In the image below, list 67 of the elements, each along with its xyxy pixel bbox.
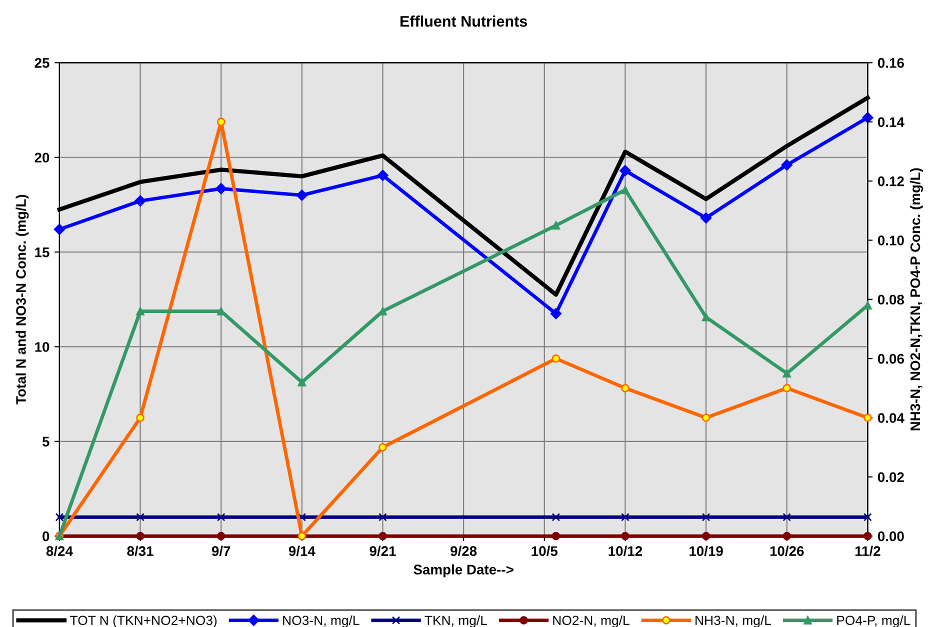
point [782, 384, 792, 392]
x-tick-label: 9/21 [370, 546, 396, 556]
point [552, 512, 560, 522]
point [55, 512, 64, 522]
point [378, 443, 387, 452]
x-tick-label: 9/28 [450, 546, 477, 556]
y2-tick-label: 0.00 [878, 531, 904, 542]
y2-tick-label: 0.08 [878, 294, 904, 305]
y2-tick-label: 0.06 [878, 354, 904, 364]
point [216, 532, 226, 540]
point [782, 369, 792, 378]
point [621, 186, 630, 194]
point [136, 532, 144, 540]
point [552, 532, 560, 540]
point [864, 512, 872, 522]
point [216, 118, 226, 126]
point [216, 512, 226, 522]
chart-title: Effluent Nutrients [400, 16, 528, 27]
point [621, 512, 630, 522]
y-tick-label: 0 [42, 531, 50, 542]
y2-tick-label: 0.04 [878, 413, 904, 423]
point [782, 512, 792, 522]
point [621, 384, 630, 392]
point [864, 414, 872, 422]
x-tick-label: 9/14 [288, 546, 316, 556]
point [378, 532, 387, 540]
point [296, 190, 308, 201]
point [298, 378, 306, 386]
point [378, 512, 387, 522]
y-tick-label: 25 [34, 58, 50, 68]
point [552, 221, 560, 230]
y-tick-label: 15 [35, 248, 50, 258]
point [136, 307, 144, 316]
x-tick-label: 9/7 [212, 546, 230, 556]
point [781, 159, 792, 171]
x-axis-title: Sample Date--> [414, 564, 514, 578]
point [552, 354, 560, 363]
y-tick-label: 20 [34, 152, 50, 163]
point [550, 308, 562, 320]
y2-tick-label: 0.02 [878, 472, 904, 482]
y2-axis-title: NH3-N, NO2-N,TKN, PO4-P Conc. (mg/L) [910, 168, 923, 430]
y-tick-label: 10 [35, 342, 50, 352]
x-tick-label: 10/12 [608, 546, 642, 556]
point [215, 183, 227, 194]
y-tick-label: 5 [42, 436, 50, 447]
point [702, 512, 710, 522]
x-tick-label: 10/5 [532, 546, 558, 556]
point [621, 532, 630, 540]
y2-tick-label: 0.10 [878, 236, 904, 246]
x-tick-label: 11/2 [855, 546, 880, 556]
point [136, 414, 144, 422]
point [620, 165, 631, 176]
x-tick-label: 10/26 [770, 546, 804, 556]
y2-tick-label: 0.12 [878, 176, 904, 186]
y2-tick-label: 0.14 [878, 117, 904, 128]
point [377, 170, 388, 181]
point [702, 414, 710, 422]
point [700, 212, 712, 224]
point [782, 532, 792, 540]
x-tick-label: 8/24 [46, 546, 73, 556]
point [134, 195, 146, 207]
y-axis-title: Total N and NO3-N Conc. (mg/L) [16, 194, 29, 404]
point [702, 532, 710, 540]
x-tick-label: 10/19 [690, 546, 723, 556]
y2-tick-label: 0.16 [878, 58, 904, 68]
point [136, 512, 144, 522]
x-tick-label: 8/31 [127, 546, 154, 556]
